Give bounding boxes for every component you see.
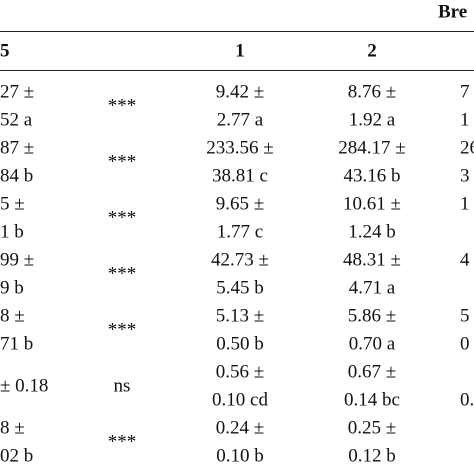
significance: ***	[107, 95, 137, 117]
cell-text: ± 0.18	[0, 375, 49, 397]
significance: ***	[107, 431, 137, 453]
column-header: 5	[0, 40, 10, 62]
column-header: 1	[235, 40, 245, 62]
column-header: 2	[367, 40, 377, 62]
cell-text: 5 ±	[0, 193, 25, 215]
cell-text: 3	[460, 165, 470, 187]
cell-text: 1.77 c	[216, 221, 264, 243]
cell-text: 9.42 ±	[215, 81, 265, 103]
cell-text: 26	[460, 137, 474, 159]
cell-text: 1	[460, 109, 470, 131]
cell-text: 4	[460, 249, 470, 271]
cell-text: 5.13 ±	[215, 305, 265, 327]
cell-text: 38.81 c	[212, 165, 268, 187]
cell-text: 2.77 a	[216, 109, 264, 131]
cell-text: 284.17 ±	[338, 137, 406, 159]
significance: ***	[107, 207, 137, 229]
cell-text: 9 b	[0, 277, 24, 299]
cell-text: 0.50 b	[216, 333, 264, 355]
cell-text: 0.25 ±	[347, 417, 397, 439]
header-rule	[0, 70, 474, 71]
cell-text: 0.70 a	[348, 333, 396, 355]
cell-text: 5	[460, 305, 470, 327]
cell-text: 0.10 cd	[212, 389, 268, 411]
cell-text: 0.10 b	[216, 445, 264, 467]
cell-text: 48.31 ±	[343, 249, 401, 271]
cell-text: 5.45 b	[216, 277, 264, 299]
cell-text: 52 a	[0, 109, 33, 131]
significance: ***	[107, 151, 137, 173]
cell-text: 0.56 ±	[215, 361, 265, 383]
cell-text: 5.86 ±	[347, 305, 397, 327]
cell-text: 99 ±	[0, 249, 35, 271]
cell-text: 7	[460, 81, 470, 103]
cell-text: 8.76 ±	[347, 81, 397, 103]
cell-text: 0.67 ±	[347, 361, 397, 383]
cell-text: 1.24 b	[348, 221, 396, 243]
cell-text: 10.61 ±	[343, 193, 401, 215]
cell-text: 0.	[460, 389, 474, 411]
top-rule	[0, 31, 474, 32]
cell-text: 43.16 b	[343, 165, 401, 187]
cell-text: 4.71 a	[348, 277, 396, 299]
cell-text: 1 b	[0, 221, 24, 243]
cell-text: 84 b	[0, 165, 34, 187]
cell-text: 42.73 ±	[211, 249, 269, 271]
cell-text: 71 b	[0, 333, 34, 355]
cell-text: 0	[460, 333, 470, 355]
cell-text: 1.92 a	[348, 109, 396, 131]
cell-text: 27 ±	[0, 81, 35, 103]
significance: ***	[107, 263, 137, 285]
group-header: Bre	[438, 1, 468, 23]
cell-text: 8 ±	[0, 417, 25, 439]
cell-text: 02 b	[0, 445, 34, 467]
cell-text: 87 ±	[0, 137, 35, 159]
cell-text: 0.14 bc	[344, 389, 400, 411]
cell-text: 0.12 b	[348, 445, 396, 467]
significance: ***	[107, 319, 137, 341]
cell-text: 8 ±	[0, 305, 25, 327]
significance: ns	[113, 375, 131, 397]
cell-text: 9.65 ±	[215, 193, 265, 215]
cell-text: 0.24 ±	[215, 417, 265, 439]
cell-text: 233.56 ±	[206, 137, 274, 159]
cell-text: 1	[460, 193, 470, 215]
